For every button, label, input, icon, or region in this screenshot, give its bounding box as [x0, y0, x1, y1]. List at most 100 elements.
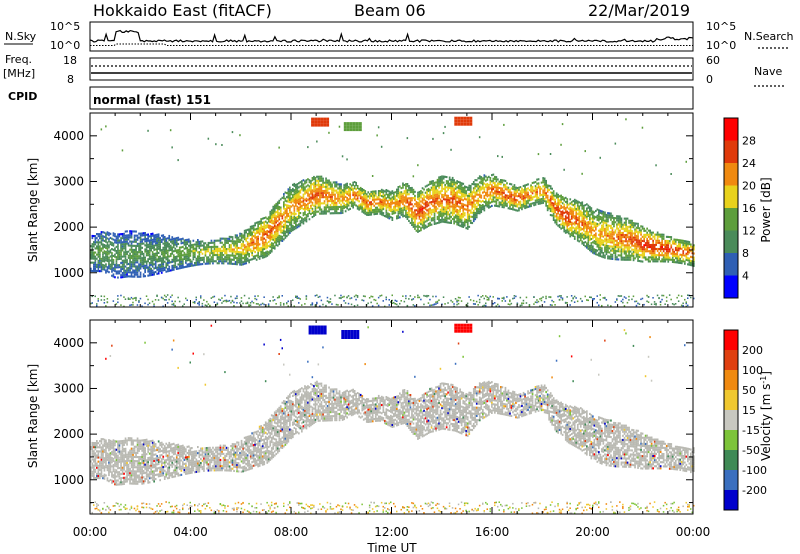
range-cell — [251, 233, 253, 236]
range-cell — [130, 271, 133, 274]
range-cell — [557, 218, 559, 221]
range-cell — [501, 199, 504, 202]
range-cell — [329, 298, 332, 300]
range-cell — [136, 267, 139, 270]
range-cell — [590, 211, 593, 214]
range-cell — [299, 197, 302, 200]
range-cell — [314, 176, 317, 179]
range-cell — [494, 302, 496, 304]
range-cell — [298, 206, 300, 209]
range-cell — [286, 214, 288, 217]
range-cell — [463, 195, 466, 198]
range-cell — [380, 188, 383, 191]
range-cell — [466, 186, 469, 189]
range-cell — [586, 225, 588, 228]
range-cell — [414, 213, 416, 216]
range-cell — [156, 294, 158, 297]
range-cell — [258, 255, 261, 258]
range-cell — [326, 198, 329, 201]
range-cell — [337, 187, 339, 190]
range-cell — [557, 208, 559, 211]
range-cell — [169, 261, 172, 264]
range-cell — [331, 197, 333, 200]
range-cell — [552, 194, 555, 197]
range-cell — [500, 183, 502, 186]
range-cell — [480, 196, 483, 199]
range-cell — [106, 260, 109, 263]
range-cell — [604, 219, 606, 222]
range-cell — [549, 304, 552, 306]
range-cell — [319, 183, 321, 186]
range-cell — [519, 304, 522, 307]
range-cell — [172, 302, 175, 305]
range-cell — [311, 179, 314, 182]
range-cell — [177, 159, 179, 162]
range-cell — [393, 212, 395, 215]
range-cell — [555, 202, 558, 205]
range-cell — [132, 263, 134, 266]
range-cell — [421, 222, 424, 225]
range-cell — [169, 253, 172, 256]
range-cell — [200, 295, 202, 297]
range-cell — [575, 222, 578, 225]
range-cell — [114, 253, 116, 256]
range-cell — [405, 191, 407, 194]
range-cell — [367, 302, 369, 305]
range-cell — [390, 216, 392, 219]
range-cell — [494, 204, 496, 207]
range-cell — [421, 220, 424, 223]
range-cell — [127, 250, 130, 253]
range-cell — [100, 270, 103, 273]
range-cell — [334, 208, 336, 211]
range-cell — [118, 249, 121, 252]
range-cell — [123, 261, 125, 264]
range-cell — [343, 295, 345, 298]
range-cell — [117, 256, 119, 259]
range-cell — [264, 251, 267, 254]
range-cell — [311, 209, 314, 212]
range-cell — [302, 189, 305, 192]
range-cell — [203, 246, 205, 249]
range-cell — [460, 206, 463, 209]
range-cell — [151, 259, 154, 262]
range-cell — [139, 234, 142, 237]
range-cell — [598, 244, 600, 247]
range-cell — [542, 179, 544, 182]
range-cell — [289, 196, 291, 199]
range-cell — [136, 255, 139, 258]
range-cell — [545, 179, 547, 182]
range-cell — [393, 191, 395, 194]
range-cell — [301, 186, 303, 189]
range-cell — [341, 207, 344, 210]
range-cell — [456, 215, 458, 218]
range-cell — [287, 212, 290, 215]
range-cell — [379, 206, 382, 209]
range-cell — [299, 298, 301, 300]
range-cell — [198, 244, 201, 247]
range-cell — [132, 240, 134, 243]
range-cell — [438, 182, 440, 185]
range-cell — [163, 294, 166, 297]
range-cell — [500, 187, 502, 190]
range-cell — [500, 189, 502, 192]
range-cell — [488, 198, 490, 201]
range-cell — [466, 221, 469, 224]
range-cell — [433, 192, 436, 195]
range-cell — [494, 177, 496, 180]
range-cell — [108, 262, 110, 265]
range-cell — [376, 196, 379, 199]
range-cell — [596, 239, 599, 242]
range-cell — [599, 250, 602, 253]
range-cell — [319, 185, 321, 188]
range-cell — [224, 256, 226, 259]
range-cell — [469, 221, 472, 224]
range-cell — [368, 297, 371, 299]
range-cell — [509, 303, 511, 306]
range-cell — [578, 215, 581, 218]
range-cell — [123, 269, 125, 272]
range-cell — [586, 213, 588, 216]
range-cell — [537, 182, 540, 185]
range-cell — [466, 305, 469, 307]
range-cell — [598, 213, 600, 216]
range-cell — [191, 262, 193, 265]
